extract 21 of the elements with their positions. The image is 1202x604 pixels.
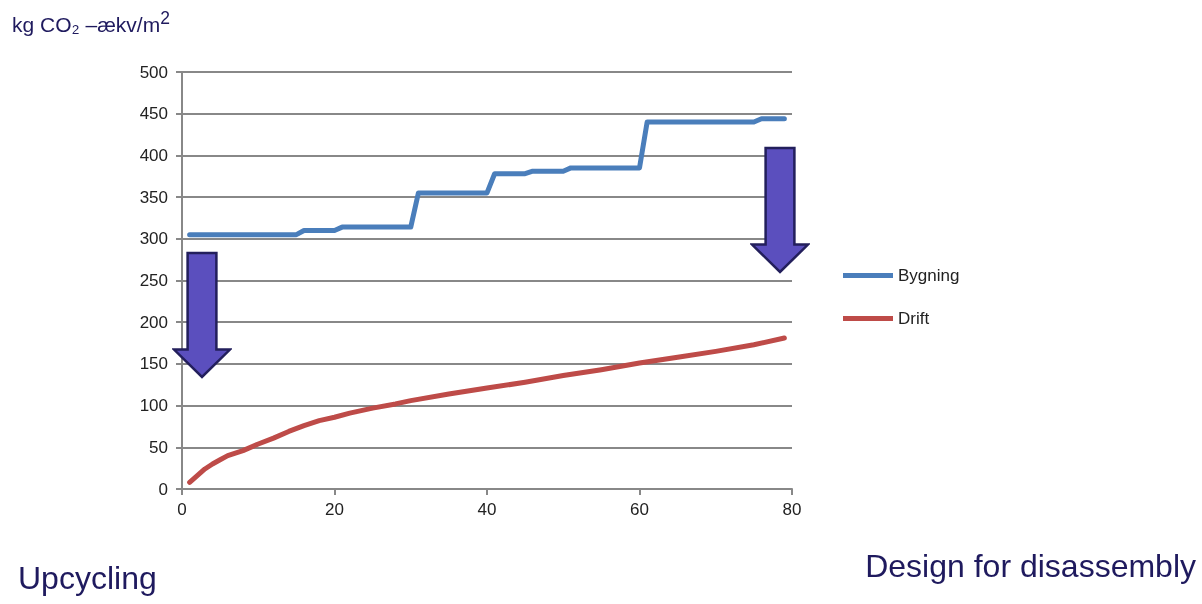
x-tick-label: 60	[630, 500, 649, 519]
text: Design for disassembly	[865, 548, 1196, 585]
y-tick-label: 50	[149, 437, 168, 457]
x-tick-label: 40	[477, 500, 497, 519]
x-tick-label: 80	[782, 500, 802, 519]
y-tick-label: 500	[139, 62, 168, 82]
y-tick-label: 350	[139, 187, 168, 207]
x-tick-label: 0	[177, 500, 187, 519]
text: Upcycling	[18, 560, 157, 597]
y-tick-label: 250	[139, 271, 168, 290]
y-tick-label: 150	[139, 354, 168, 374]
y-tick-label: 400	[139, 145, 168, 165]
y-tick-label: 450	[139, 104, 168, 124]
y-tick-label: 200	[139, 312, 168, 332]
y-axis-title: kg CO₂ –ækv/m$^{2}$	[12, 8, 170, 37]
x-tick-label: 20	[325, 500, 344, 519]
legend-label: Drift	[898, 309, 930, 328]
y-tick-label: 300	[139, 229, 168, 249]
y-tick-label: 0	[158, 479, 168, 499]
legend-label: Bygning	[898, 266, 960, 285]
y-tick-label: 100	[139, 396, 168, 416]
